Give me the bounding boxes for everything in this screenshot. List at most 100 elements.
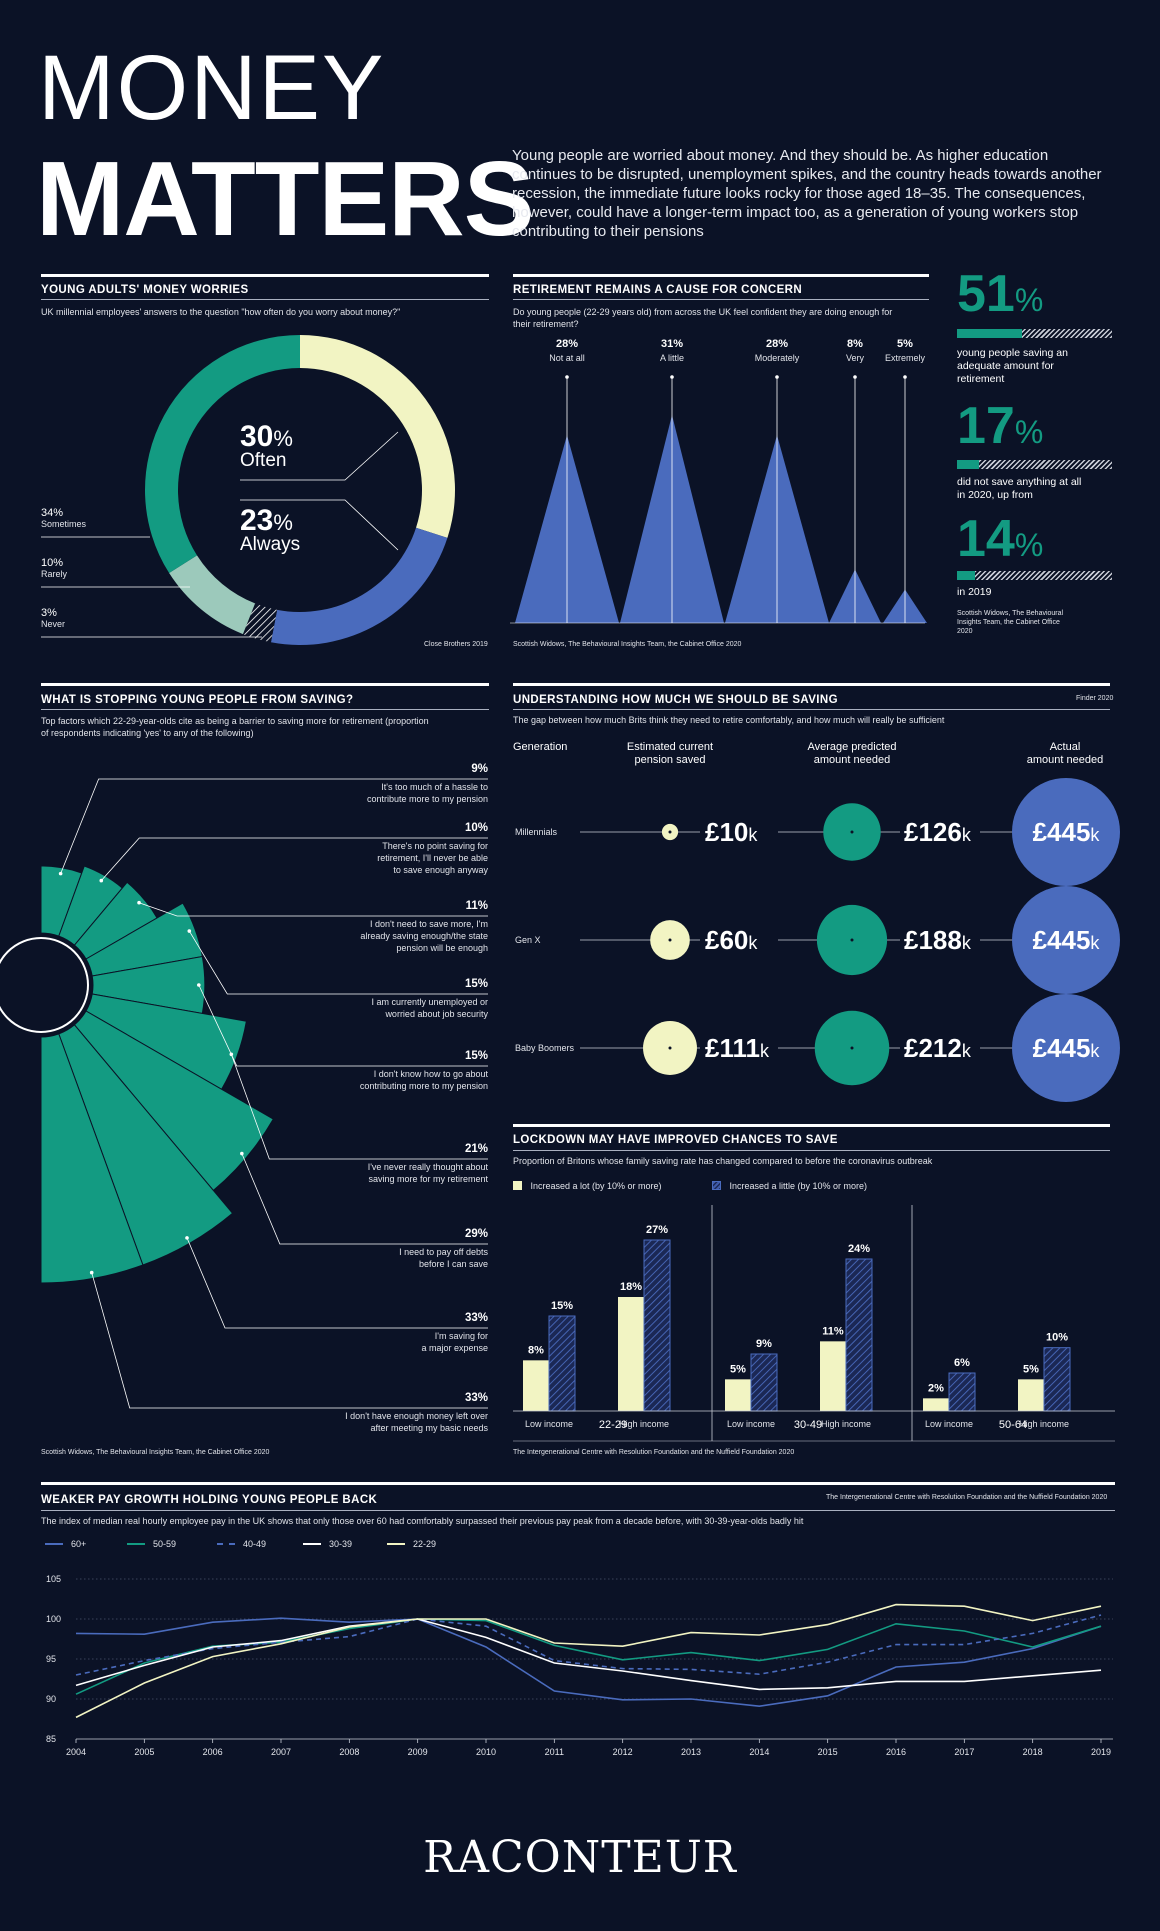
retirement-rule: [513, 274, 929, 277]
stat-3-unit: %: [1014, 527, 1044, 563]
stat-2-value: 17: [957, 397, 1015, 455]
col-estimated-line1: Estimated current: [626, 741, 714, 753]
pay-xtick-2: 2006: [203, 1747, 223, 1757]
stopping-label-value-0: 9%: [471, 763, 488, 775]
stopping-label-text2-4: contributing more to my pension: [359, 1081, 488, 1091]
actual-bubble-1: [1012, 886, 1120, 994]
lockdown-bar-a-1: [618, 1297, 644, 1411]
legend-swatch-a: [513, 1181, 522, 1191]
col-actual-line1: Actual: [1049, 741, 1081, 753]
pay-xtick-4: 2008: [339, 1747, 359, 1757]
worries-label-sometimes: 34% Sometimes: [41, 507, 86, 529]
understanding-source: Finder 2020: [1076, 695, 1114, 702]
lockdown-label-a-4: 2%: [928, 1382, 944, 1394]
worries-donut-chart: [41, 335, 455, 645]
lockdown-bar-a-4: [923, 1398, 949, 1411]
bubble-centre-dot-2-1: [850, 1046, 854, 1050]
stopping-leader-5: [230, 1054, 488, 1160]
pay-legend-item-1: 50-59: [127, 1535, 177, 1549]
lockdown-title: LOCKDOWN MAY HAVE IMPROVED CHANCES TO SA…: [513, 1134, 838, 1146]
stopping-leader-2: [138, 902, 488, 917]
col-generation-header: Generation: [513, 741, 568, 753]
stat-1-value: 51: [957, 265, 1015, 323]
intro-text: Young people are worried about money. An…: [512, 147, 1102, 240]
stopping-label-value-6: 29%: [464, 1228, 488, 1240]
stopping-leader-6: [241, 1153, 488, 1245]
sometimes-name: Sometimes: [41, 519, 87, 529]
stopping-leader-4: [198, 984, 488, 1067]
pay-title: WEAKER PAY GROWTH HOLDING YOUNG PEOPLE B…: [41, 1494, 378, 1506]
retirement-value-label-1: 31%: [661, 338, 683, 350]
stopping-label-text3-2: pension will be enough: [396, 943, 488, 953]
stopping-label-text1-2: I don't need to save more, I'm: [370, 919, 488, 929]
pay-legend-item-2: 40-49: [217, 1535, 267, 1549]
actual-bubble-0: [1012, 778, 1120, 886]
stopping-label-text2-3: worried about job security: [385, 1009, 488, 1019]
donut-slice-sometimes: [145, 335, 300, 574]
stat-3-bar: [957, 571, 1112, 580]
bubble-centre-dot-2-0: [668, 1046, 672, 1050]
stopping-leader-8: [91, 1272, 488, 1409]
stopping-subtitle: Top factors which 22-29-year-olds cite a…: [41, 716, 429, 738]
average-label-bg-0: [900, 818, 980, 846]
pay-ytick-1: 90: [46, 1694, 56, 1704]
stats-source: Scottish Widows, The Behavioural Insight…: [957, 610, 1064, 635]
stopping-title: WHAT IS STOPPING YOUNG PEOPLE FROM SAVIN…: [41, 694, 354, 706]
donut-slice-always: [270, 527, 448, 645]
worries-title: YOUNG ADULTS' MONEY WORRIES: [41, 284, 249, 296]
page-title-line1: MONEY: [38, 37, 386, 139]
average-value-2: £212k: [904, 1033, 972, 1063]
donut-slice-never: [242, 603, 278, 643]
lockdown-bar-b-1: [643, 1239, 671, 1412]
pay-xtick-10: 2014: [749, 1747, 769, 1757]
often-name: Often: [240, 450, 287, 471]
stopping-leader-7: [186, 1237, 488, 1329]
pay-subtitle: The index of median real hourly employee…: [41, 1516, 804, 1526]
average-label-bg-2: [900, 1034, 980, 1062]
estimated-value-2: £111k: [705, 1033, 770, 1063]
stopping-rule: [41, 683, 489, 686]
retirement-value-label-2: 28%: [766, 338, 788, 350]
pay-rule: [41, 1482, 1115, 1485]
pay-ytick-3: 100: [46, 1614, 61, 1624]
pay-series-line-0: [75, 1617, 1102, 1708]
pay-xtick-3: 2007: [271, 1747, 291, 1757]
legend-swatch-b: [712, 1181, 721, 1191]
pay-series-line-3: [75, 1618, 1102, 1691]
estimated-value-2-unit: k: [760, 1041, 770, 1061]
legend-label-a: Increased a lot (by 10% or more): [530, 1180, 662, 1191]
stopping-label-5: 21% I've never really thought about saving…: [248, 1143, 488, 1185]
pay-legend-label-1: 50-59: [153, 1538, 177, 1549]
lockdown-bar-b-3: [845, 1258, 873, 1412]
understanding-subtitle: The gap between how much Brits think the…: [513, 715, 945, 725]
generation-label-1: Gen X: [515, 935, 541, 945]
worries-label-always: 23% Always: [240, 504, 300, 556]
always-value: 23: [240, 504, 274, 537]
rarely-name: Rarely: [41, 569, 68, 579]
pay-xtick-14: 2018: [1023, 1747, 1043, 1757]
stopping-label-3: 15% I am currently unemployed or worried a…: [248, 978, 488, 1020]
understanding-title: UNDERSTANDING HOW MUCH WE SHOULD BE SAVI…: [513, 694, 838, 706]
pay-legend-label-2: 40-49: [243, 1538, 267, 1549]
stopping-label-value-8: 33%: [464, 1392, 488, 1404]
always-leader-line: [240, 499, 399, 551]
pay-ytick-0: 85: [46, 1734, 56, 1744]
stopping-leader-1: [100, 837, 488, 881]
stopping-leader-dot-2: [137, 900, 141, 905]
lockdown-label-a-3: 11%: [822, 1325, 844, 1337]
pay-ytick-2: 95: [46, 1654, 56, 1664]
lockdown-bar-a-0: [523, 1360, 549, 1411]
stopping-leader-dot-6: [240, 1151, 244, 1156]
stopping-label-8: 33% I don't have enough money left over af…: [248, 1392, 488, 1434]
lockdown-bar-a-2: [725, 1379, 751, 1411]
never-name: Never: [41, 619, 66, 629]
average-label-bg-1: [900, 926, 980, 954]
lockdown-label-a-0: 8%: [528, 1344, 544, 1356]
stopping-leader-dot-7: [185, 1236, 189, 1240]
stopping-label-0: 9% It's too much of a hassle to contribute…: [248, 763, 488, 805]
donut-slice-often: [300, 335, 455, 538]
stopping-leader-3: [188, 930, 488, 995]
stopping-label-text2-7: a major expense: [421, 1343, 488, 1353]
pay-ytick-4: 105: [46, 1574, 61, 1584]
retirement-dot-0: [565, 375, 569, 379]
